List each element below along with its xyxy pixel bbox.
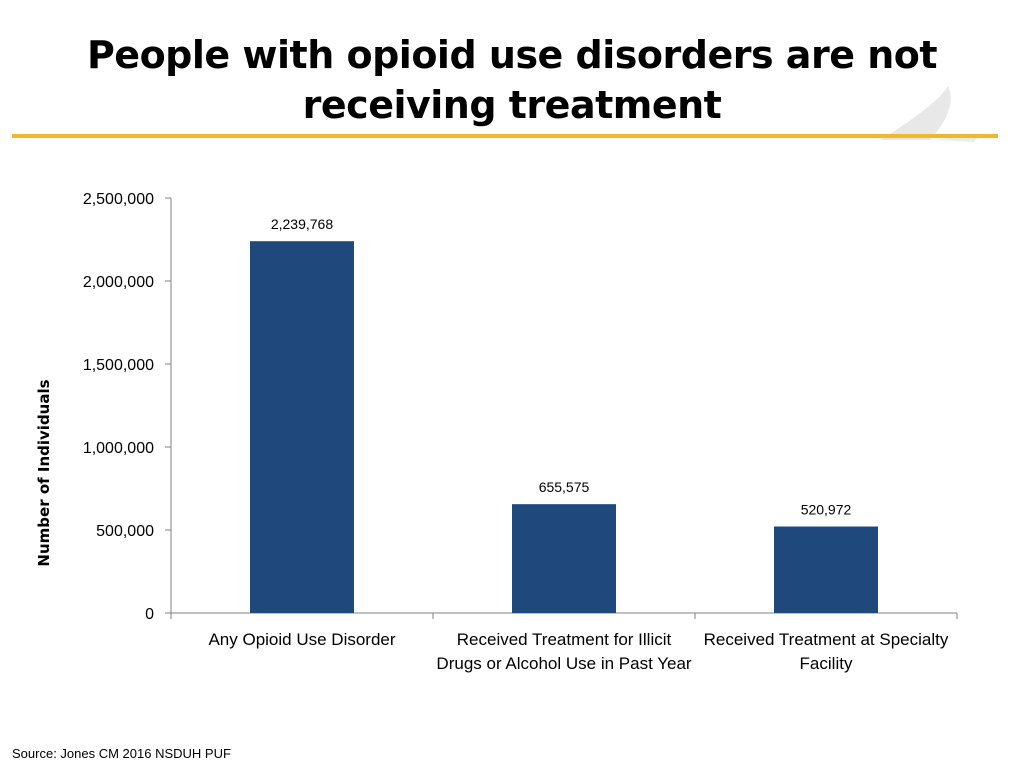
bar [774, 526, 878, 613]
swoosh-logo-icon [880, 86, 980, 142]
bar [250, 241, 354, 613]
title-rule [12, 134, 998, 138]
x-category-label: Received Treatment for Illicit Drugs or … [436, 630, 692, 673]
data-label: 520,972 [801, 502, 852, 518]
y-tick-label: 1,000,000 [83, 440, 154, 457]
slide-title: People with opioid use disorders are not… [86, 33, 938, 127]
bar [512, 504, 616, 613]
data-labels: 2,239,768 655,575 520,972 [271, 216, 852, 517]
x-category-label: Any Opioid Use Disorder [208, 630, 396, 649]
y-tick-label: 1,500,000 [83, 357, 154, 374]
y-tick-label: 2,000,000 [83, 274, 154, 291]
y-tick-label: 500,000 [96, 523, 154, 540]
bar-chart: Number of Individuals 0 500,000 1,000,000 1… [35, 191, 958, 623]
bars [250, 241, 878, 613]
axes: 0 500,000 1,000,000 1,500,000 2,000,000 2,500… [83, 191, 958, 623]
source-note: Source: Jones CM 2016 NSDUH PUF [12, 746, 231, 761]
data-label: 655,575 [539, 479, 590, 495]
y-tick-label: 0 [145, 606, 154, 623]
y-axis-title: Number of Individuals [35, 379, 53, 566]
data-label: 2,239,768 [271, 216, 333, 232]
x-category-label: Received Treatment at Specialty Facility [703, 630, 949, 673]
y-tick-label: 2,500,000 [83, 191, 154, 208]
